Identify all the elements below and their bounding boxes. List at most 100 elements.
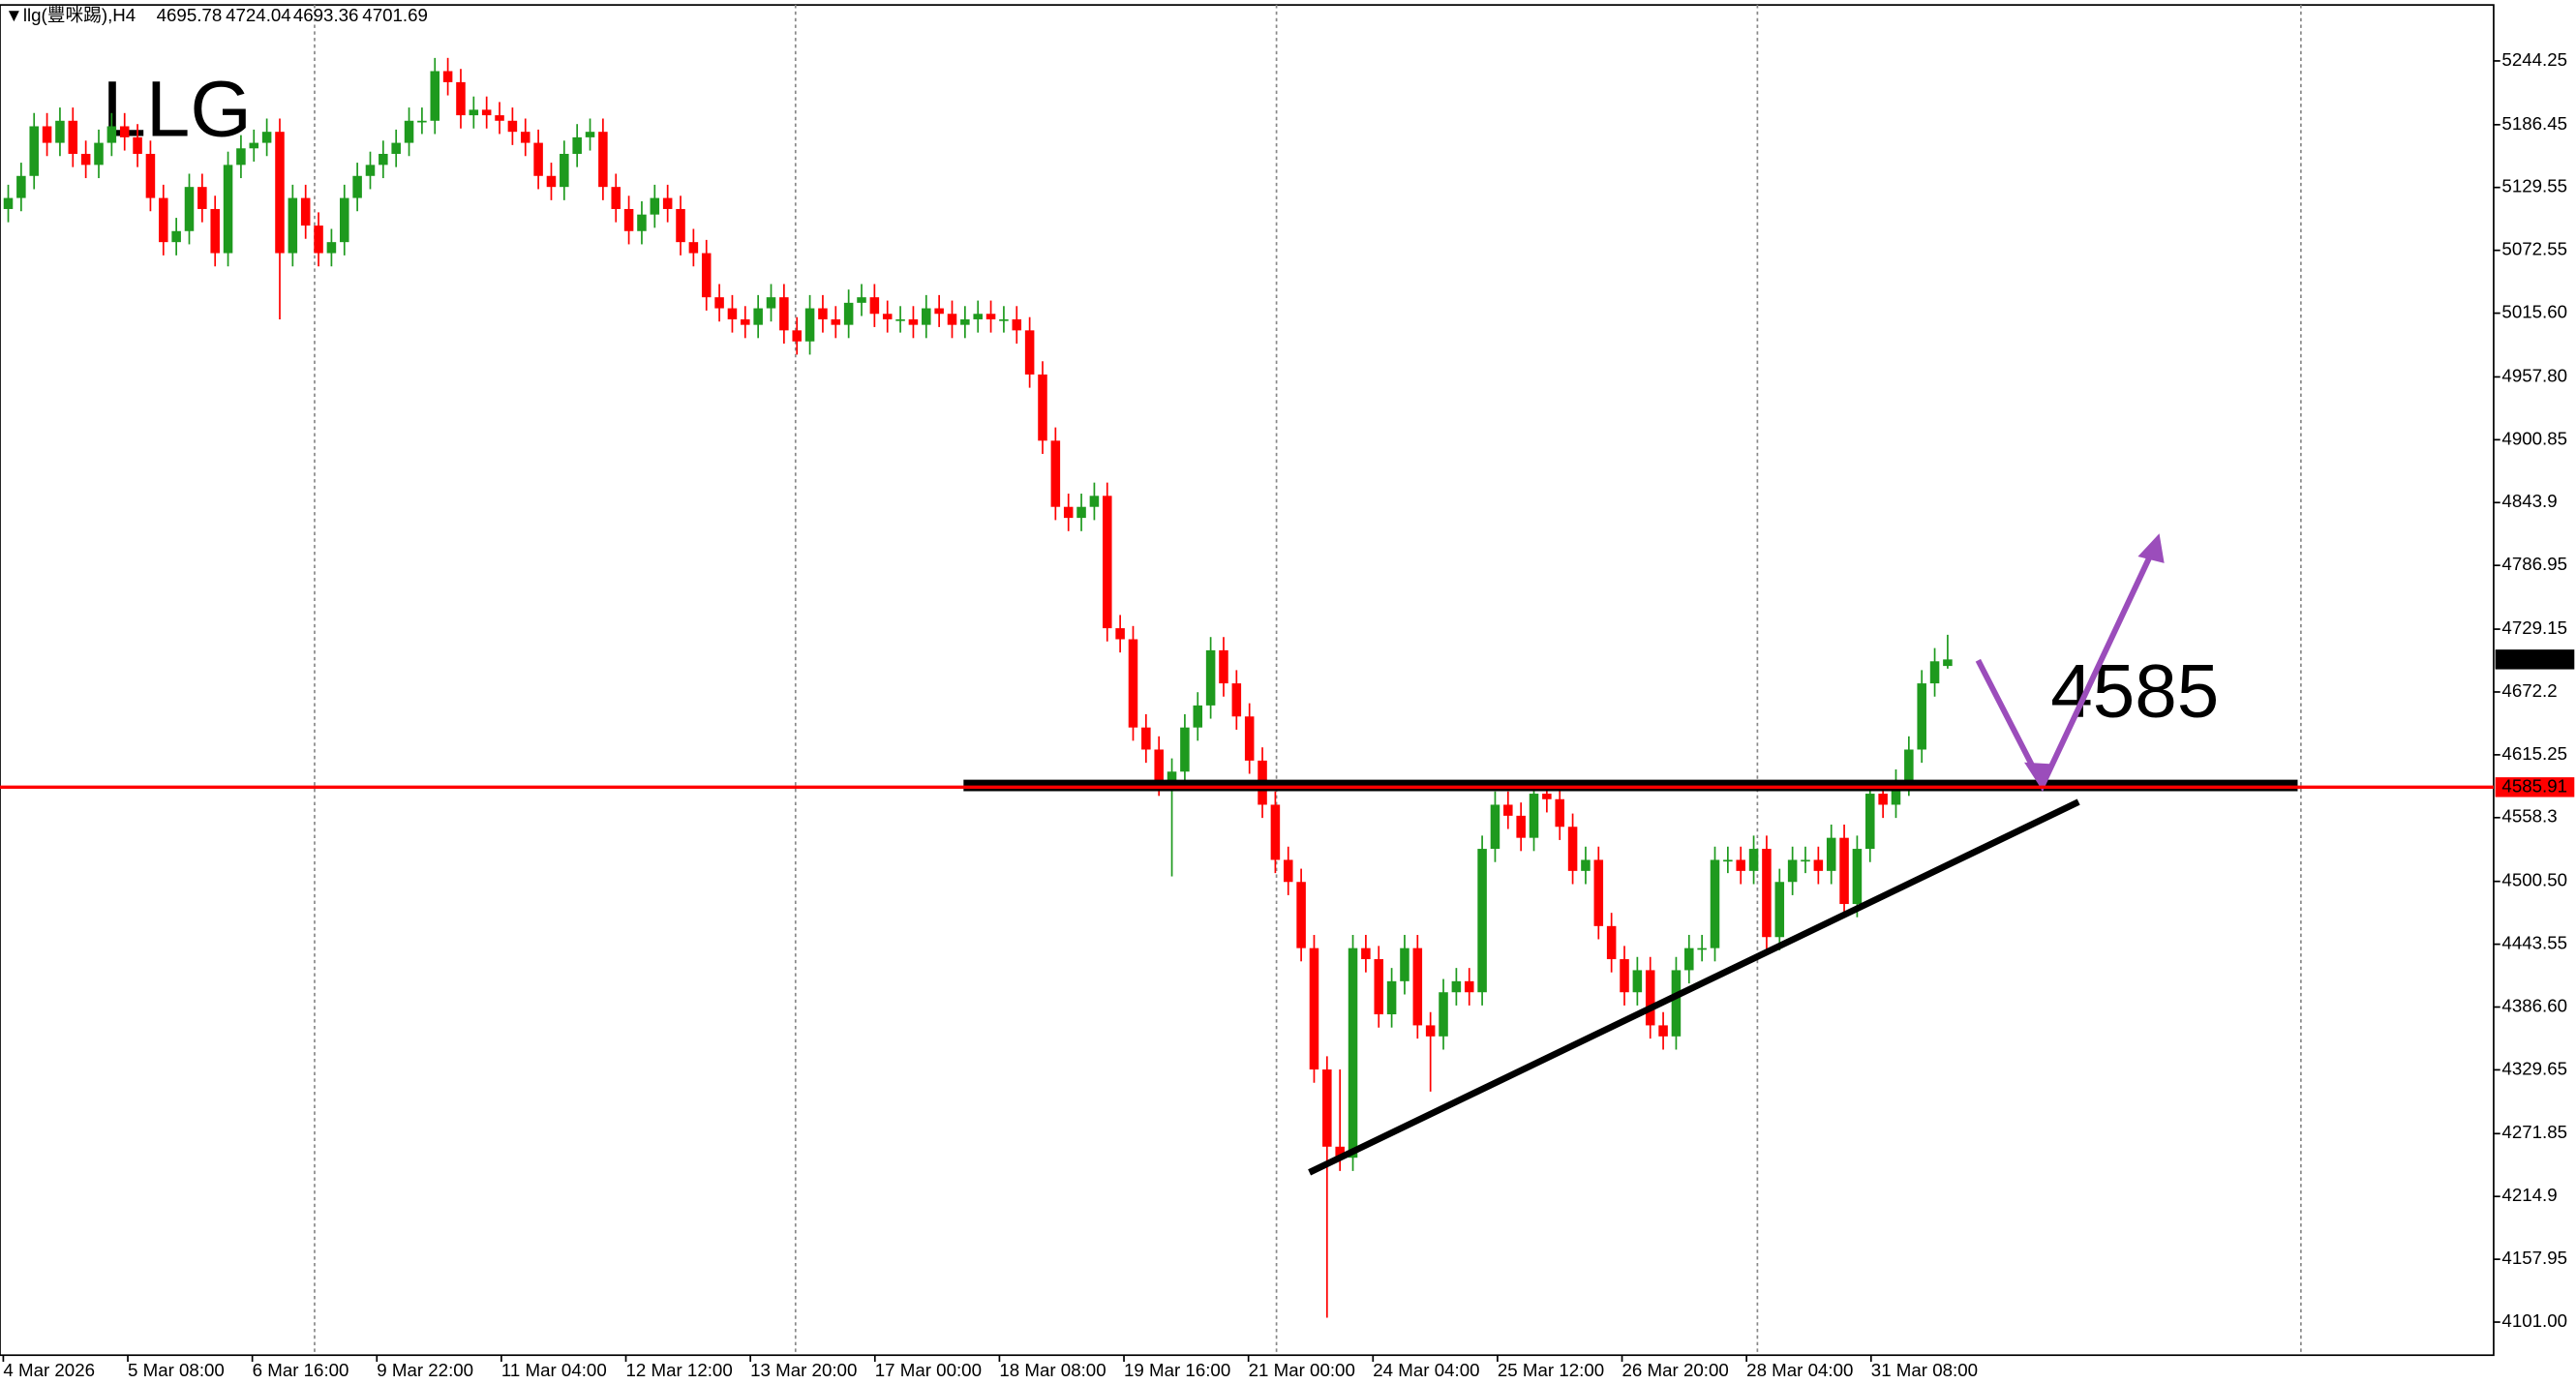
candle-body: [171, 230, 181, 243]
candle-body: [1115, 628, 1125, 640]
candle-body: [1103, 496, 1112, 629]
x-tick-label: 19 Mar 16:00: [1124, 1360, 1230, 1380]
x-tick-label: 4 Mar 2026: [3, 1360, 95, 1380]
candle-body: [288, 197, 298, 254]
y-tick-label: 4271.85: [2501, 1122, 2567, 1142]
candle-body: [623, 208, 634, 231]
menu-arrow[interactable]: ▼: [5, 5, 23, 25]
drawings: [963, 533, 2298, 1176]
candle-body: [1477, 849, 1487, 993]
candles: [3, 57, 1953, 1318]
candle-body: [637, 214, 647, 231]
candle-body: [1205, 649, 1216, 706]
candle-body: [1024, 330, 1035, 375]
annotation: 4585: [2050, 647, 2219, 733]
candle-body: [184, 187, 195, 231]
candle-body: [481, 109, 492, 116]
candle-body: [1620, 959, 1629, 993]
x-tick-label: 28 Mar 04:00: [1746, 1360, 1853, 1380]
candle-body: [456, 81, 466, 116]
candle-body: [676, 208, 685, 243]
candle-body: [869, 297, 880, 315]
candle-body: [1425, 1025, 1436, 1037]
x-tick-label: 21 Mar 00:00: [1249, 1360, 1355, 1380]
high-value: 4724.04: [226, 5, 291, 25]
y-tick-label: 5244.25: [2501, 49, 2567, 70]
candle-body: [1826, 837, 1836, 871]
candle-body: [1516, 815, 1526, 838]
candle-body: [1878, 794, 1888, 805]
candle-body: [779, 297, 789, 331]
candle-body: [1231, 683, 1242, 717]
arrow-head: [2024, 762, 2052, 791]
candle-body: [469, 109, 479, 116]
candle-body: [210, 208, 220, 254]
y-tick-label: 5015.60: [2501, 302, 2567, 322]
candle-body: [94, 142, 104, 165]
y-tick-label: 4843.9: [2501, 491, 2557, 511]
x-tick-label: 24 Mar 04:00: [1373, 1360, 1479, 1380]
candle-body: [1801, 859, 1810, 862]
x-tick-label: 6 Mar 16:00: [253, 1360, 349, 1380]
candle-body: [1270, 804, 1281, 860]
candle-body: [701, 253, 712, 298]
candle-body: [741, 318, 750, 325]
candle-body: [1439, 992, 1448, 1037]
candle-body: [42, 126, 52, 143]
candle-body: [1348, 948, 1358, 1158]
y-tick-label: 5129.55: [2501, 176, 2567, 196]
candle-body: [1322, 1069, 1332, 1147]
candle-body: [960, 318, 970, 325]
candle-body: [1710, 859, 1720, 948]
x-tick-label: 13 Mar 20:00: [750, 1360, 857, 1380]
candle-body: [727, 308, 738, 319]
candle-body: [1386, 980, 1397, 1015]
candle-body: [379, 153, 388, 165]
low-value: 4693.36: [293, 5, 359, 25]
x-tick-label: 9 Mar 22:00: [377, 1360, 473, 1380]
candle-body: [145, 153, 156, 198]
candle-body: [1813, 859, 1824, 871]
candle-body: [1839, 837, 1849, 905]
candle-body: [1012, 318, 1022, 331]
candle-body: [326, 242, 337, 254]
y-tick-label: 4957.80: [2501, 365, 2567, 385]
trend-line: [1308, 798, 2080, 1176]
candle-body: [1852, 849, 1863, 905]
candle-body: [973, 314, 983, 319]
candle-body: [533, 142, 543, 176]
candle-body: [1167, 771, 1177, 783]
y-tick-label: 4786.95: [2501, 554, 2567, 574]
candle-body: [1141, 727, 1151, 750]
x-tick-label: 12 Mar 12:00: [626, 1360, 733, 1380]
x-tick-label: 25 Mar 12:00: [1498, 1360, 1604, 1380]
level-label: 4585.91: [2501, 775, 2567, 796]
candle-body: [753, 308, 763, 325]
candle-body: [1050, 440, 1061, 507]
x-tick-label: 11 Mar 04:00: [501, 1360, 607, 1380]
candle-body: [1361, 948, 1371, 960]
candle-body: [585, 132, 595, 137]
candle-body: [365, 165, 376, 176]
candle-body: [662, 197, 673, 209]
y-tick-label: 4900.85: [2501, 428, 2567, 448]
price-tag: [2495, 649, 2575, 670]
plot-frame: [0, 4, 2495, 1357]
candle-body: [882, 314, 893, 319]
candle-body: [1089, 496, 1100, 507]
candle-body: [1490, 804, 1500, 850]
candle-body: [934, 308, 944, 315]
candle-body: [275, 132, 285, 254]
candle-body: [831, 318, 841, 325]
y-tick-label: 4101.00: [2501, 1310, 2567, 1331]
candle-body: [223, 165, 233, 254]
candle-body: [843, 302, 854, 325]
candle-body: [1581, 859, 1591, 871]
y-tick-label: 4672.2: [2501, 680, 2557, 701]
candle-body: [546, 175, 557, 188]
x-tick-label: 5 Mar 08:00: [128, 1360, 225, 1380]
y-tick-label: 4729.15: [2501, 617, 2567, 638]
candle-body: [1762, 849, 1772, 938]
